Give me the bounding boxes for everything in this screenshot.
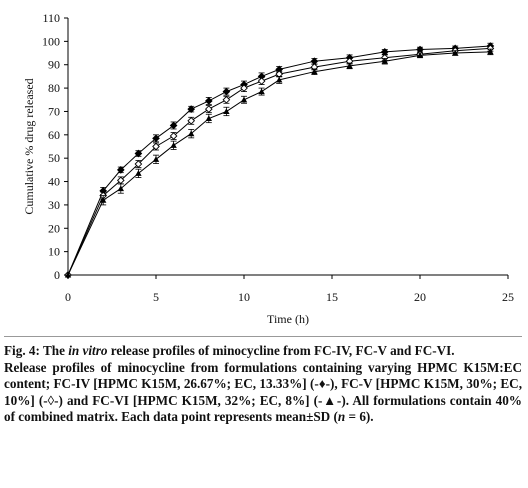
data-point <box>452 49 459 56</box>
data-point <box>187 116 196 125</box>
caption-title-italic: in vitro <box>68 343 108 358</box>
x-tick-label: 10 <box>238 290 250 304</box>
caption-body-italic: n <box>337 409 346 425</box>
data-point <box>204 97 213 105</box>
y-tick-label: 50 <box>48 151 60 165</box>
data-point <box>222 95 231 104</box>
data-point <box>187 105 196 113</box>
data-point <box>416 52 424 58</box>
release-profile-chart: 0 10 20 30 40 50 60 70 80 90 100 110 0 5 10 15 20 25 Time… <box>22 11 514 326</box>
data-point <box>276 76 283 83</box>
series-line <box>67 51 491 276</box>
data-point <box>222 87 231 96</box>
y-tick-label: 100 <box>42 34 60 48</box>
data-point <box>169 132 178 140</box>
data-point <box>205 115 212 122</box>
y-tick-label: 60 <box>48 128 60 142</box>
data-point <box>346 62 353 69</box>
chart-series <box>64 42 495 279</box>
series-fc-v <box>64 44 495 279</box>
x-tick-label: 20 <box>414 290 426 304</box>
x-tick-label: 15 <box>326 290 338 304</box>
series-line <box>67 47 491 276</box>
x-tick-label: 0 <box>65 290 71 304</box>
x-axis-label: Time (h) <box>267 312 309 326</box>
chart-axes: 0 10 20 30 40 50 60 70 80 90 100 110 0 5 10 15 20 25 <box>42 11 514 304</box>
data-point <box>64 271 72 278</box>
data-point <box>223 108 230 115</box>
y-tick-label: 70 <box>48 104 60 118</box>
data-point <box>152 142 160 151</box>
x-tick-label: 5 <box>153 290 159 304</box>
caption-title-post: release profiles of minocycline from FC-… <box>107 343 455 358</box>
data-point <box>152 156 160 162</box>
data-point <box>258 88 265 95</box>
data-point <box>257 77 266 85</box>
caption-title-pre: The <box>39 343 69 358</box>
y-tick-label: 0 <box>54 268 60 282</box>
data-point <box>188 130 195 137</box>
data-point <box>116 166 125 174</box>
data-point <box>381 58 388 64</box>
data-point <box>487 48 494 55</box>
y-tick-label: 40 <box>48 175 60 189</box>
data-point <box>117 185 124 192</box>
caption-fig-label: Fig. 4: <box>4 343 40 358</box>
y-tick-label: 10 <box>48 245 60 259</box>
data-point <box>240 96 248 103</box>
data-point <box>135 170 142 176</box>
caption-body-post: = 6). <box>345 409 374 425</box>
data-point <box>100 197 107 203</box>
x-tick-label: 25 <box>502 290 514 304</box>
data-point <box>170 142 177 148</box>
y-tick-label: 20 <box>48 221 60 235</box>
caption-body: Release profiles of minocycline from for… <box>4 360 522 426</box>
y-tick-label: 80 <box>48 81 60 95</box>
y-tick-label: 90 <box>48 58 60 72</box>
y-tick-label: 30 <box>48 198 60 212</box>
data-point <box>152 134 160 143</box>
data-point <box>169 121 178 130</box>
caption-title: Fig. 4: The in vitro release profiles of… <box>4 343 522 360</box>
data-point <box>204 105 213 113</box>
caption-body-pre: Release profiles of minocycline from for… <box>4 359 522 425</box>
figure-caption: Fig. 4: The in vitro release profiles of… <box>4 336 522 426</box>
y-tick-label: 110 <box>42 11 60 25</box>
data-point <box>311 68 318 75</box>
series-fc-vi <box>64 48 494 278</box>
y-axis-label: Cumulative % drug released <box>22 78 36 214</box>
data-point <box>240 84 248 92</box>
data-point <box>134 160 143 168</box>
data-point <box>134 149 143 158</box>
